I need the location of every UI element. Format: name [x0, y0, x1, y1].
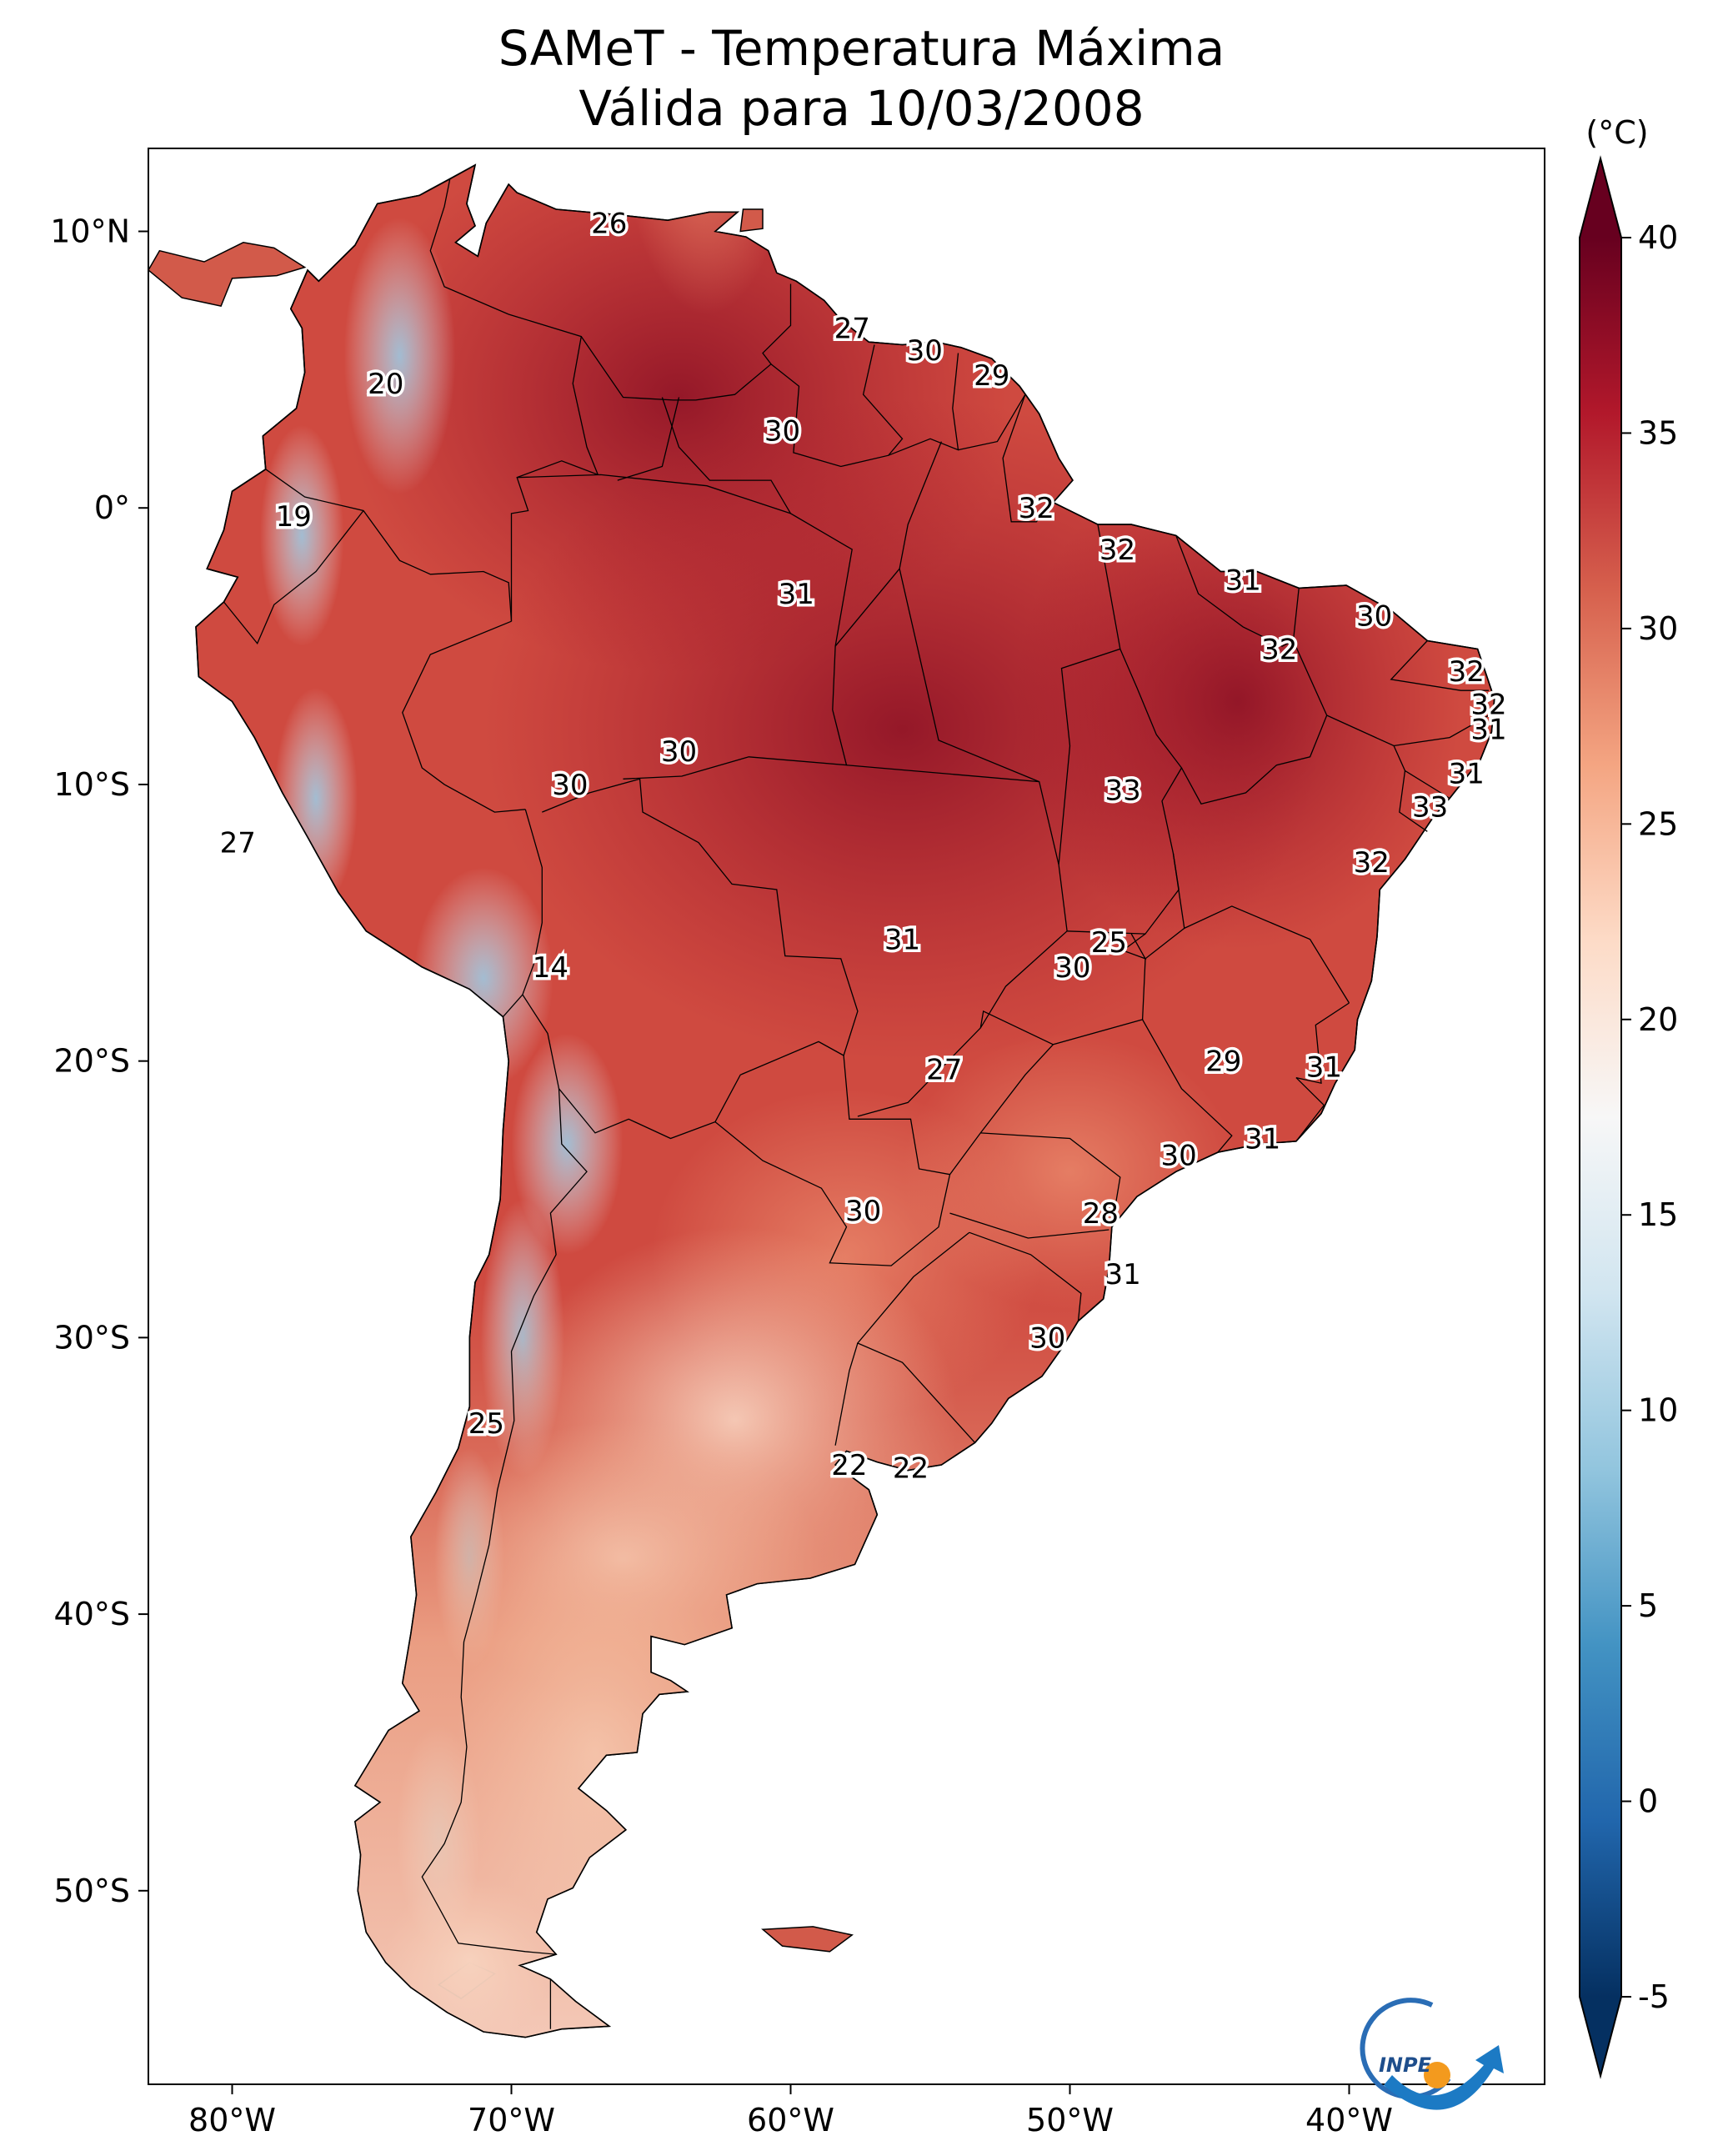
- temperature-label: 25: [468, 1407, 504, 1441]
- map-subtitle: Válida para 10/03/2008: [579, 80, 1144, 137]
- map-title: SAMeT - Temperatura Máxima: [498, 20, 1225, 77]
- temperature-label: 33: [1412, 790, 1448, 824]
- temperature-label: 32: [1261, 633, 1297, 666]
- temperature-label: 30: [1356, 600, 1392, 634]
- colorbar-tick-label: 5: [1638, 1587, 1658, 1624]
- temperature-label: 29: [1205, 1045, 1241, 1079]
- coastline: [195, 163, 1495, 2038]
- temperature-label: 28: [1083, 1197, 1119, 1231]
- colorbar-tick-label: -5: [1638, 1978, 1670, 2015]
- colorbar-tick-label: 30: [1638, 610, 1678, 647]
- colorbar-tick-label: 15: [1638, 1196, 1678, 1233]
- temperature-label: 30: [552, 769, 588, 802]
- temperature-label: 22: [831, 1449, 867, 1482]
- temperature-label: 32: [1354, 846, 1390, 880]
- temperature-label: 19: [276, 500, 312, 534]
- title-block: SAMeT - Temperatura Máxima Válida para 1…: [0, 18, 1723, 138]
- temperature-label: 31: [1306, 1050, 1342, 1084]
- temperature-label: 26: [591, 208, 627, 241]
- temperature-label: 30: [764, 414, 800, 448]
- colorbar-tick-label: 35: [1638, 414, 1678, 451]
- inpe-logo: INPE: [1360, 1998, 1504, 2110]
- temperature-label: 25: [1091, 926, 1127, 960]
- temperature-label: 14: [533, 951, 568, 985]
- colorbar: (°C) 40 35 30 25 20 15 10 5 0 -5: [1579, 114, 1678, 2079]
- longitude-tick-label: 40°W: [1305, 2102, 1393, 2138]
- temperature-label: 30: [907, 334, 943, 368]
- temperature-label: 30: [661, 735, 697, 769]
- temperature-label: 29: [974, 359, 1009, 393]
- longitude-tick-label: 60°W: [747, 2102, 834, 2138]
- temperature-label: 31: [1225, 564, 1261, 597]
- temperature-label: 27: [834, 313, 870, 346]
- temperature-label: 20: [368, 368, 403, 401]
- latitude-tick-label: 30°S: [54, 1319, 130, 1356]
- temperature-label: 31: [1105, 1258, 1141, 1291]
- longitude-ticks: 80°W 70°W 60°W 50°W 40°W: [188, 2084, 1393, 2138]
- latitude-tick-label: 10°S: [54, 766, 130, 803]
- colorbar-tick-label: 0: [1638, 1783, 1658, 1820]
- temperature-label: 33: [1105, 775, 1141, 808]
- colorbar-tick-label: 40: [1638, 219, 1678, 256]
- state-temperature-labels: 2620192730293032323130313232323131333030…: [217, 204, 1510, 1488]
- longitude-tick-label: 70°W: [468, 2102, 555, 2138]
- temperature-label: 22: [893, 1452, 929, 1485]
- map-border: [148, 148, 1545, 2085]
- colorbar-tick-label: 25: [1638, 805, 1678, 842]
- colorbar-tick-label: 10: [1638, 1392, 1678, 1429]
- temperature-label: 31: [1470, 714, 1506, 747]
- longitude-tick-label: 80°W: [188, 2102, 276, 2138]
- colorbar-ticks: 40 35 30 25 20 15 10 5 0 -5: [1621, 219, 1678, 2015]
- temperature-label: 27: [926, 1054, 962, 1087]
- longitude-tick-label: 50°W: [1026, 2102, 1114, 2138]
- temperature-label: 27: [220, 827, 256, 860]
- temperature-label: 31: [1449, 758, 1485, 791]
- temperature-label: 31: [884, 924, 920, 957]
- temperature-label: 32: [1099, 534, 1135, 567]
- latitude-ticks: 10°N 0° 10°S 20°S 30°S 40°S 50°S: [50, 213, 148, 1909]
- latitude-tick-label: 10°N: [50, 213, 130, 250]
- temperature-label: 30: [1029, 1321, 1065, 1355]
- country-state-borders: [223, 178, 1490, 2029]
- temperature-label: 31: [779, 578, 814, 611]
- inpe-logo-text: INPE: [1379, 2053, 1432, 2077]
- colorbar-body: [1579, 155, 1622, 2079]
- colorbar-tick-label: 20: [1638, 1001, 1678, 1038]
- latitude-tick-label: 0°: [94, 489, 130, 526]
- latitude-tick-label: 50°S: [54, 1873, 130, 1909]
- temperature-label: 30: [1161, 1139, 1197, 1172]
- temperature-label: 32: [1449, 655, 1485, 689]
- latitude-tick-label: 40°S: [54, 1596, 130, 1632]
- temperature-label: 31: [1245, 1123, 1280, 1156]
- temperature-label: 30: [845, 1195, 881, 1228]
- temperature-label: 32: [1470, 689, 1506, 722]
- latitude-tick-label: 20°S: [54, 1043, 130, 1080]
- temperature-label: 32: [1019, 492, 1054, 525]
- temperature-label: 30: [1054, 951, 1090, 985]
- colorbar-unit: (°C): [1585, 114, 1648, 151]
